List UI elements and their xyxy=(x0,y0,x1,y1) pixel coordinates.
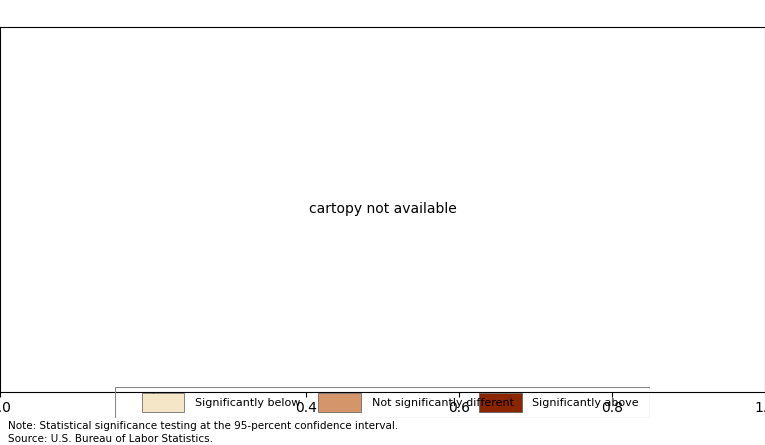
Text: cartopy not available: cartopy not available xyxy=(308,202,457,216)
Bar xyxy=(318,393,361,412)
Text: Significantly below: Significantly below xyxy=(195,398,301,408)
Text: Note: Statistical significance testing at the 95-percent confidence interval.: Note: Statistical significance testing a… xyxy=(8,421,398,430)
Text: Not significantly different: Not significantly different xyxy=(372,398,514,408)
Text: Significantly above: Significantly above xyxy=(532,398,639,408)
Text: Source: U.S. Bureau of Labor Statistics.: Source: U.S. Bureau of Labor Statistics. xyxy=(8,434,213,444)
Bar xyxy=(479,393,522,412)
Bar xyxy=(142,393,184,412)
